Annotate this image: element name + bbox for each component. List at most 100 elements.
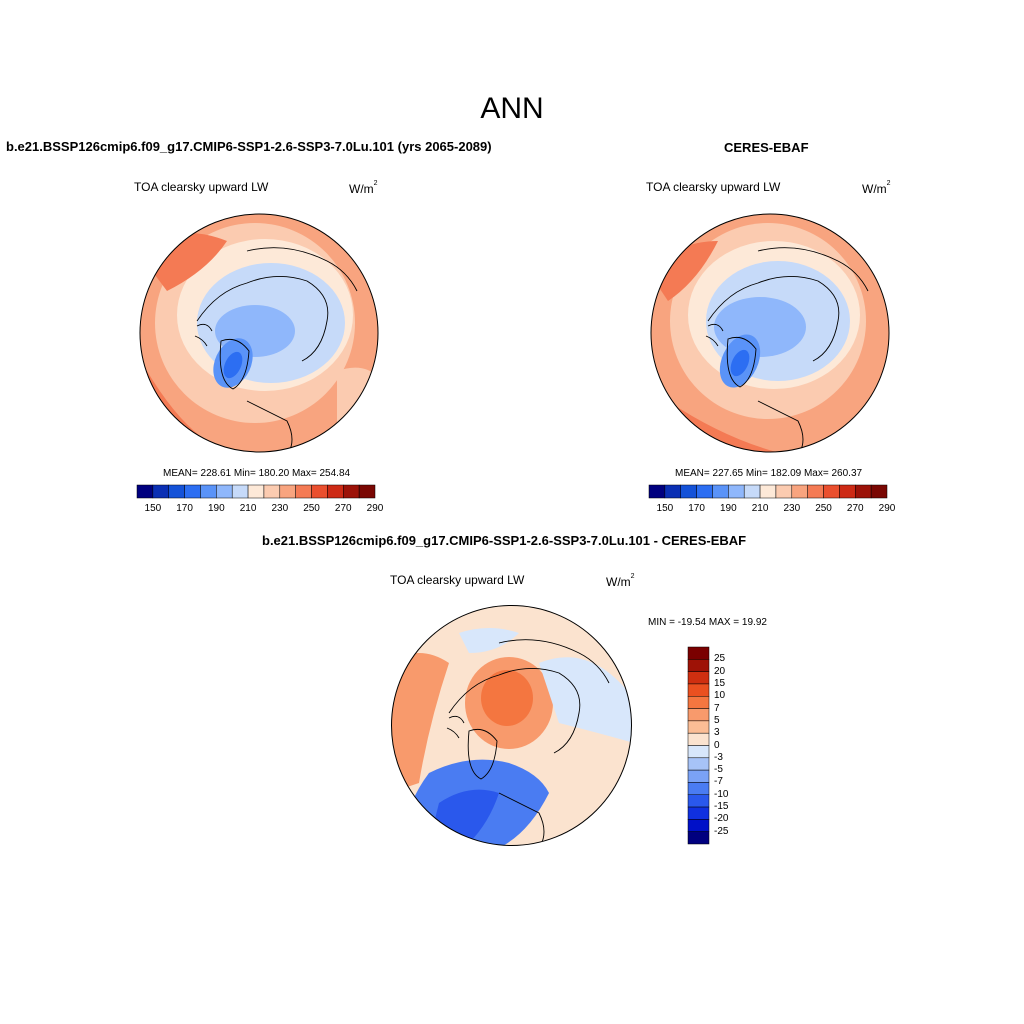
obs-field-warm-patch-west [651,241,718,301]
model-colorbar-box-9 [279,484,296,499]
diff-colorbar-box-5 [687,708,710,722]
model-coastlines [194,247,358,452]
diff-coast-archipelago [446,715,465,739]
obs-panel-title: CERES-EBAF [724,140,809,155]
obs-colorbar-box-2 [680,484,697,499]
diff-colorbar-box-10 [687,769,710,783]
diff-colorbar-tick-label: 7 [714,702,720,714]
obs-colorbar-tick-label: 170 [688,503,705,514]
model-field-greenland-core [223,351,243,379]
model-field-warm-patch-3 [337,367,378,452]
obs-colorbar-box-6 [743,484,761,499]
obs-coast-eurasia [757,247,869,292]
obs-coast-archipelago [705,323,724,347]
obs-colorbar-tick-label: 250 [815,503,832,514]
diff-colorbar-tick-label: -5 [714,764,723,776]
diff-polar-map [391,605,632,846]
model-colorbar-tick-label: 210 [239,503,257,514]
model-coast-eurasia [246,247,358,292]
model-colorbar-tick-label: 270 [334,503,352,514]
diff-colorbar-box-2 [687,671,710,685]
model-panel-title: b.e21.BSSP126cmip6.f09_g17.CMIP6-SSP1-2.… [6,139,492,154]
model-colorbar-box-8 [263,484,281,499]
model-coast-arctic-rim [196,276,329,362]
model-stats: MEAN= 228.61 Min= 180.20 Max= 254.84 [163,468,351,479]
diff-colorbar-box-0 [687,646,710,660]
obs-colorbar-box-1 [664,484,681,499]
model-colorbar-tick-label: 230 [271,503,289,514]
obs-colorbar [648,484,888,499]
obs-colorbar-tick-label: 270 [846,503,864,514]
diff-colorbar-tick-label: -20 [714,813,729,825]
model-colorbar-tick-label: 190 [207,503,225,514]
diff-colorbar-box-3 [687,683,710,697]
diff-colorbar-tick-label: 0 [714,739,720,751]
obs-field-greenland-core [730,349,750,377]
obs-polar-map [650,213,890,453]
model-variable-label: TOA clearsky upward LW [134,180,269,194]
obs-colorbar-tick-label: 210 [751,503,769,514]
model-map-border [139,213,379,453]
obs-colorbar-box-14 [870,484,888,499]
model-colorbar-box-6 [231,484,249,499]
diff-colorbar-tick-label: 20 [714,665,726,677]
diff-coastlines [446,639,610,846]
diff-coast-arctic-rim [448,668,581,754]
obs-colorbar-box-5 [728,484,745,499]
obs-map-border [650,213,890,453]
diff-colorbar-box-7 [687,732,710,746]
diff-units: W/m2 [606,573,635,589]
obs-colorbar-tick-label: 150 [656,503,674,514]
obs-colorbar-tick-label: 230 [783,503,801,514]
diff-colorbar-tick-label: -7 [714,776,723,788]
diff-coast-europe [498,792,545,846]
diff-minmax: MIN = -19.54 MAX = 19.92 [648,617,767,628]
model-colorbar-tick-label: 290 [366,503,384,514]
diff-colorbar-tick-label: -10 [714,788,729,800]
model-colorbar-box-5 [216,484,233,499]
obs-coastlines [705,247,869,452]
diff-panel-title: b.e21.BSSP126cmip6.f09_g17.CMIP6-SSP1-2.… [262,533,747,548]
obs-colorbar-box-7 [759,484,777,499]
diff-map-border [391,605,632,846]
diff-colorbar-box-6 [687,720,710,734]
diff-colorbar-tick-label: 25 [714,653,726,665]
model-colorbar-box-13 [343,484,360,499]
obs-colorbar-box-10 [807,484,824,499]
diff-colorbar-box-12 [687,794,710,808]
diff-colorbar-tick-label: -3 [714,751,723,763]
model-colorbar-tick-label: 150 [144,503,162,514]
diff-colorbar-box-13 [687,806,710,820]
model-colorbar-box-2 [168,484,185,499]
obs-colorbar-box-4 [712,484,729,499]
obs-units: W/m2 [862,180,891,196]
obs-colorbar-box-0 [648,484,666,499]
diff-colorbar-box-14 [687,819,710,832]
diff-colorbar-box-4 [687,696,710,709]
model-coast-greenland [219,338,250,390]
diff-variable-label: TOA clearsky upward LW [390,573,525,587]
diff-colorbar-box-1 [687,659,710,672]
diff-colorbar-box-15 [687,831,710,845]
model-units: W/m2 [349,180,378,196]
diff-colorbar-box-9 [687,757,710,771]
diff-colorbar-tick-label: 3 [714,727,720,739]
model-colorbar [136,484,376,499]
obs-variable-label: TOA clearsky upward LW [646,180,781,194]
model-colorbar-box-10 [295,484,312,499]
season-title: ANN [480,92,544,125]
diff-colorbar-box-11 [687,782,710,795]
diff-coast-eurasia [498,639,610,684]
obs-coast-arctic-rim [707,276,840,362]
diff-colorbar-tick-label: -15 [714,801,729,813]
diff-colorbar-tick-label: 5 [714,714,720,726]
obs-coast-europe [757,400,804,452]
model-colorbar-box-12 [327,484,344,499]
model-colorbar-box-1 [152,484,169,499]
model-colorbar-box-4 [200,484,217,499]
diff-colorbar-tick-label: 10 [714,690,726,702]
model-coast-archipelago [194,323,213,347]
diff-colorbar-box-8 [687,745,710,759]
model-colorbar-tick-label: 250 [303,503,320,514]
obs-colorbar-box-8 [775,484,793,499]
